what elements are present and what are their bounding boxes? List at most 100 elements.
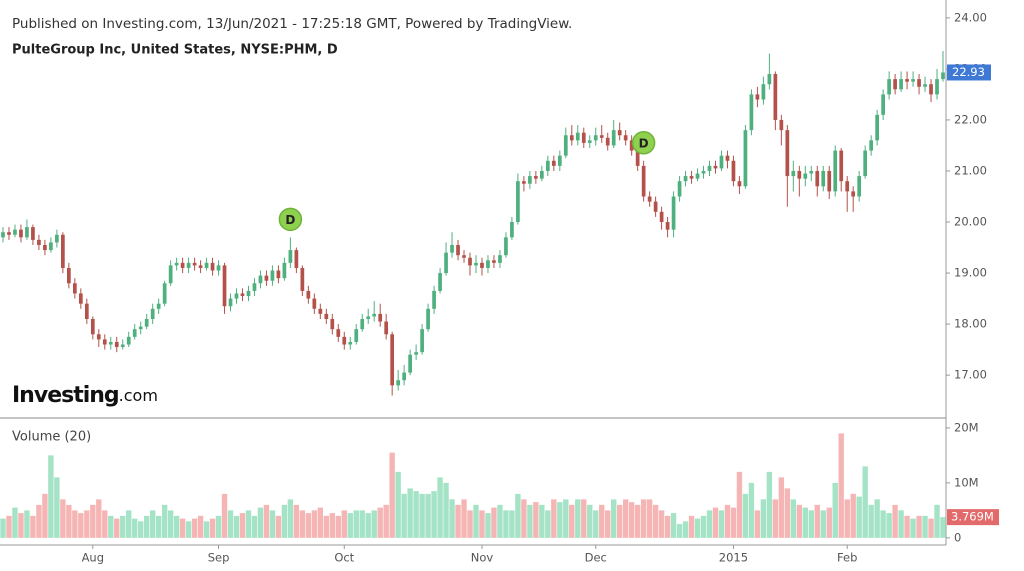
volume-bar	[6, 515, 12, 538]
volume-bar	[287, 499, 294, 538]
volume-bar	[359, 510, 365, 538]
candle-body	[629, 140, 634, 151]
volume-bar	[814, 504, 820, 538]
candle-body	[96, 334, 101, 340]
candle-body	[90, 318, 95, 335]
volume-bar	[293, 504, 300, 538]
candle-body	[516, 181, 520, 223]
volume-bar	[347, 513, 353, 538]
volume-bar	[155, 515, 162, 538]
logo: Investing.com	[12, 383, 158, 408]
candle-body	[252, 283, 257, 291]
volume-bar	[730, 507, 737, 538]
candle-body	[162, 283, 167, 304]
candle-body	[539, 170, 544, 179]
volume-bar	[251, 515, 258, 538]
candle-body	[228, 298, 233, 307]
candle-body	[1, 232, 5, 238]
candle-body	[791, 170, 796, 177]
price-tag	[947, 64, 991, 81]
candle-body	[180, 262, 185, 268]
logo-brand: Investing	[12, 383, 119, 408]
volume-bar	[856, 496, 862, 538]
candle-body	[857, 176, 862, 197]
candle-body	[713, 165, 718, 169]
volume-tick-label: 0	[954, 530, 961, 544]
candle-body	[330, 318, 335, 330]
volume-tag	[947, 509, 999, 526]
volume-bar	[143, 515, 150, 538]
volume-bar	[60, 499, 66, 538]
volume-bar	[24, 510, 30, 538]
volume-bar	[42, 493, 48, 538]
volume-bar	[353, 510, 359, 538]
volume-bar	[754, 510, 761, 538]
candle-body	[37, 239, 41, 245]
candle-body	[737, 181, 742, 187]
candle-body	[611, 130, 616, 146]
volume-bar	[892, 504, 898, 538]
candle-body	[282, 262, 287, 279]
volume-bar	[0, 518, 6, 538]
volume-bar	[299, 510, 306, 538]
y-tick-label: 22.00	[954, 112, 987, 126]
y-tick-label: 17.00	[954, 368, 987, 382]
candle-body	[114, 341, 119, 348]
candle-body	[264, 275, 269, 281]
candle-body	[695, 173, 700, 179]
volume-bar	[874, 499, 880, 538]
candle-body	[731, 160, 736, 182]
volume-bar	[497, 504, 503, 538]
volume-bar	[820, 510, 826, 538]
candle-body	[557, 155, 562, 166]
volume-bar	[509, 510, 515, 538]
volume-bar	[539, 504, 545, 538]
candle-body	[869, 140, 874, 151]
volume-bar	[449, 499, 455, 538]
volume-bar	[407, 488, 413, 538]
volume-bar	[802, 507, 808, 538]
volume-bar	[281, 504, 288, 538]
candle-body	[923, 84, 927, 87]
candle-body	[599, 135, 604, 138]
volume-bar	[108, 515, 114, 538]
volume-bar	[263, 504, 270, 538]
candle-body	[31, 227, 35, 240]
y-tick-label: 18.00	[954, 317, 987, 331]
volume-bar	[329, 513, 335, 538]
candle-body	[707, 165, 712, 171]
volume-bar	[904, 515, 910, 538]
candle-body	[288, 250, 293, 263]
volume-bar	[766, 471, 773, 538]
volume-bar	[275, 515, 282, 538]
volume-bar	[461, 499, 467, 538]
candle-body	[935, 79, 939, 95]
volume-bar	[371, 510, 377, 538]
volume-bar	[940, 517, 946, 538]
candle-body	[575, 132, 580, 141]
volume-bar	[934, 504, 940, 538]
candle-body	[593, 135, 598, 141]
candle-body	[617, 130, 622, 136]
volume-bar	[269, 510, 276, 538]
volume-bar	[778, 477, 785, 538]
candle-body	[845, 181, 850, 192]
candle-body	[258, 275, 263, 284]
volume-bar	[503, 510, 509, 538]
candle-body	[210, 262, 215, 271]
candle-body	[641, 165, 646, 197]
candle-body	[498, 255, 502, 263]
candle-body	[767, 74, 772, 85]
volume-bar	[179, 518, 186, 538]
candle-body	[779, 119, 784, 131]
candle-body	[725, 155, 730, 161]
candle-body	[276, 270, 281, 279]
candle-body	[156, 303, 161, 309]
candle-body	[186, 262, 191, 268]
volume-bar	[443, 482, 449, 538]
volume-bar	[114, 518, 120, 538]
candle-body	[72, 283, 77, 294]
candle-body	[851, 191, 856, 197]
volume-bar	[742, 493, 749, 538]
x-tick-label: Oct	[334, 551, 354, 565]
